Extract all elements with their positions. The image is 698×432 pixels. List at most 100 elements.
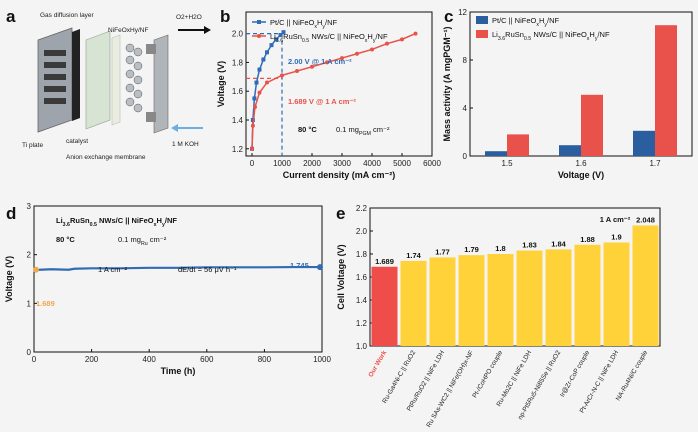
- c-ylabel: Mass activity (A mgPGM⁻¹): [442, 27, 452, 142]
- e-bar-6: [545, 249, 572, 346]
- e-value-label-5: 1.83: [522, 241, 537, 250]
- d-xtick-label-3: 600: [200, 355, 214, 364]
- b-point-0-3: [254, 80, 259, 85]
- b-ytick-label-1: 1.4: [232, 116, 244, 125]
- e-ylabel: Cell Voltage (V): [336, 244, 346, 309]
- c-bar-1-1: [581, 94, 603, 156]
- d-annot-loading: 0.1 mgRu cm⁻²: [118, 235, 167, 247]
- b-point-1-6: [295, 69, 299, 74]
- e-bar-4: [487, 254, 514, 346]
- d-annot-title: Li3.6RuSn0.5 NWs/C || NiFeOxHy/NF: [56, 216, 177, 228]
- d-ytick-label-0: 0: [27, 348, 32, 357]
- b-ylabel: Voltage (V): [216, 61, 226, 107]
- e-value-label-8: 1.9: [611, 233, 621, 242]
- b-ytick-label-4: 2.0: [232, 30, 244, 39]
- b-legend-label-0: Pt/C || NiFeOxHy/NF: [270, 18, 338, 30]
- b-point-0-5: [261, 57, 266, 62]
- outlet-label: O2+H2O: [176, 14, 202, 21]
- panel-label-b: b: [220, 7, 230, 26]
- chart-b: 0 1000 2000 3000 4000 5000 6000 1.2 1.4 1.6 1.8 2.0…: [216, 11, 441, 180]
- e-bar-0: [371, 266, 398, 346]
- chart-e: 1.0 1.2 1.4 1.6 1.8 2.0 2.2 Cell Voltage (V) 1 A…: [336, 204, 661, 429]
- e-title: 1 A cm⁻²: [600, 215, 631, 224]
- c-xtick-label-1: 1.6: [575, 159, 587, 168]
- chart-c: 0 4 8 12 1.5 1.6 1.7 Voltage (V) Mass activity (…: [442, 8, 693, 180]
- panel-label-a: a: [6, 7, 16, 26]
- e-ytick-label-4: 1.8: [356, 250, 368, 259]
- d-xtick-label-0: 0: [32, 355, 37, 364]
- b-point-1-7: [310, 64, 314, 69]
- b-point-1-5: [280, 73, 284, 78]
- b-point-1-3: [257, 90, 262, 95]
- plot-frame-b: [245, 11, 433, 157]
- d-ytick-label-3: 3: [27, 202, 32, 211]
- e-bar-8: [603, 242, 630, 346]
- b-xtick-label-5: 5000: [393, 159, 411, 168]
- c-legend-label-0: Pt/C || NiFeOxHy/NF: [492, 16, 560, 28]
- e-bar-5: [516, 250, 543, 346]
- b-xtick-label-0: 0: [250, 159, 255, 168]
- d-ylabel: Voltage (V): [4, 256, 14, 302]
- b-point-1-14: [413, 31, 418, 36]
- b-point-0-8: [274, 37, 278, 42]
- c-ytick-label-0: 0: [463, 152, 468, 161]
- e-ytick-label-5: 2.0: [356, 227, 368, 236]
- b-series-line-0: [251, 31, 285, 149]
- d-annot-start: 1.689: [36, 299, 55, 308]
- plot-frame-d: [33, 205, 323, 353]
- b-xtick-label-4: 4000: [363, 159, 381, 168]
- e-ytick-label-1: 1.2: [356, 319, 368, 328]
- e-ytick-label-6: 2.2: [356, 204, 368, 213]
- anode-label: NiFeOxHy/NF: [108, 27, 148, 34]
- c-bar-0-2: [633, 130, 655, 156]
- e-category-label-4: Pt-/CoHPO couple: [471, 349, 504, 399]
- b-xtick-label-2: 2000: [303, 159, 321, 168]
- b-point-1-9: [340, 56, 344, 61]
- b-point-1-1: [250, 123, 255, 128]
- b-annot-temp: 80 °C: [298, 125, 317, 134]
- b-point-1-0: [250, 146, 254, 151]
- c-xtick-label-0: 1.5: [501, 159, 513, 168]
- b-point-1-13: [400, 37, 404, 42]
- c-bar-0-1: [559, 145, 581, 156]
- electrolyzer-schematic: [37, 26, 211, 134]
- e-bar-1: [400, 260, 427, 346]
- b-point-0-7: [269, 43, 274, 48]
- c-bar-0-0: [485, 151, 507, 156]
- b-xtick-label-1: 1000: [273, 159, 291, 168]
- e-ytick-label-2: 1.4: [356, 296, 368, 305]
- panel-label-c: c: [444, 7, 453, 26]
- b-xtick-label-3: 3000: [333, 159, 351, 168]
- e-value-label-6: 1.84: [551, 239, 566, 248]
- d-start-marker: [33, 266, 39, 273]
- membrane-label: Anion exchange membrane: [66, 154, 146, 161]
- e-category-label-9: NA-Ru4Ni/C couple: [615, 349, 650, 402]
- c-legend-label-1: Li3.6RuSn0.5 NWs/C || NiFeOxHy/NF: [492, 30, 610, 42]
- b-point-0-6: [265, 50, 269, 55]
- b-annot-blue: 2.00 V @ 1 A cm⁻²: [288, 57, 352, 66]
- e-value-label-4: 1.8: [495, 244, 505, 253]
- b-ytick-label-2: 1.6: [232, 87, 244, 96]
- c-legend-swatch-1: [476, 30, 488, 38]
- gdl-label: Gas diffusion layer: [40, 12, 95, 19]
- d-xtick-label-5: 1000: [313, 355, 331, 364]
- b-point-1-11: [370, 47, 374, 52]
- b-legend-marker-1: [257, 34, 261, 38]
- b-ytick-label-3: 1.8: [232, 58, 244, 67]
- c-xlabel: Voltage (V): [558, 170, 604, 180]
- c-bar-1-0: [507, 134, 529, 156]
- b-xlabel: Current density (mA cm⁻²): [283, 170, 395, 180]
- d-end-marker: [317, 264, 323, 271]
- c-ytick-label-1: 4: [463, 104, 468, 113]
- b-annot-loading: 0.1 mgPGM cm⁻²: [336, 125, 390, 137]
- chart-d: 0 200 400 600 800 1000 0 1 2 3 Time (h) Voltage (V)…: [4, 202, 331, 376]
- e-bar-2: [429, 257, 456, 346]
- b-point-1-10: [355, 51, 359, 56]
- e-bar-9: [632, 225, 659, 346]
- tiplate-label: Ti plate: [22, 142, 43, 149]
- e-ytick-label-3: 1.6: [356, 273, 368, 282]
- b-point-0-10: [281, 30, 286, 35]
- e-value-label-9: 2.048: [636, 215, 655, 224]
- e-value-label-2: 1.77: [435, 247, 450, 256]
